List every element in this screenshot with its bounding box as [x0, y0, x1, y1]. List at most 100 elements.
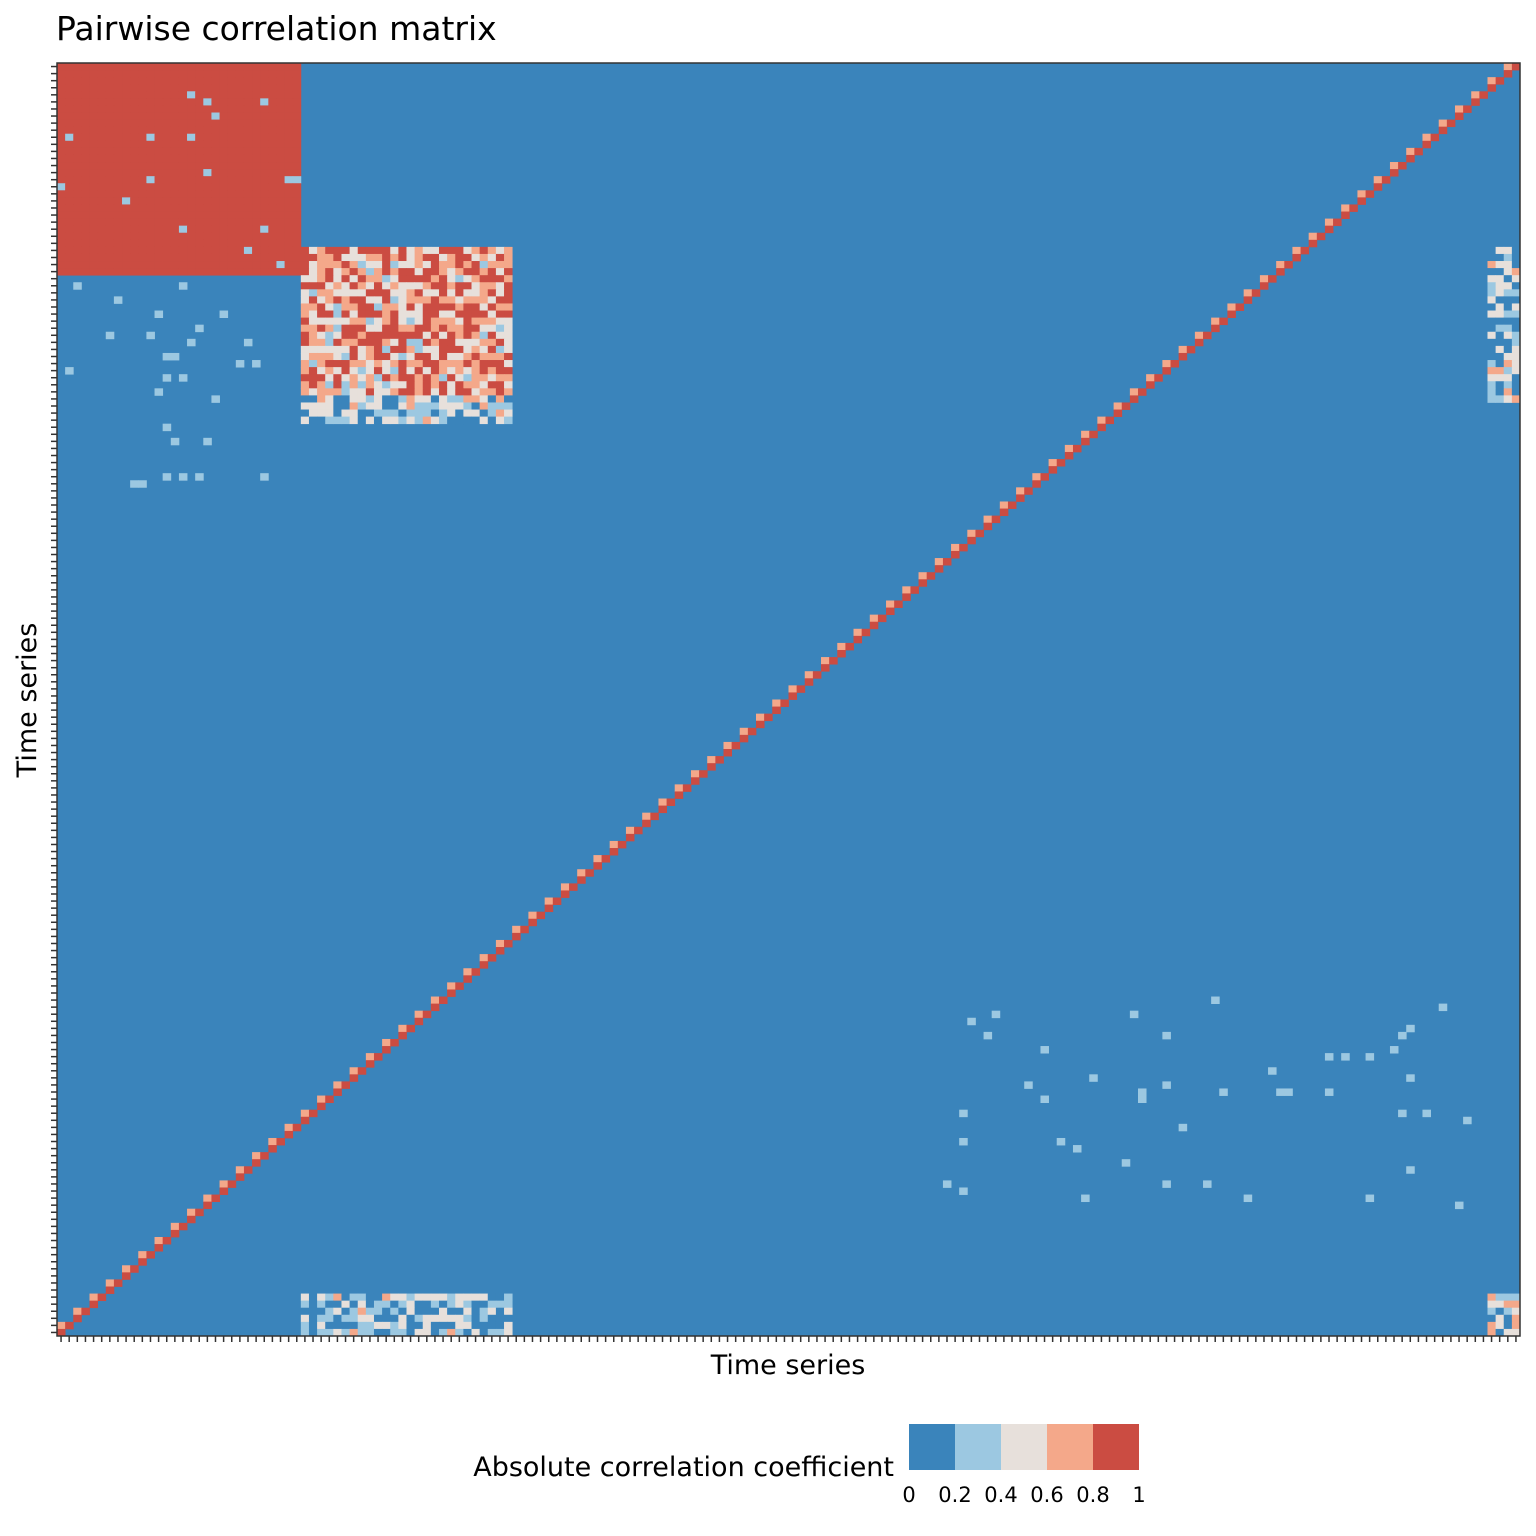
heatmap-cell — [1503, 331, 1513, 340]
heatmap-cell — [130, 126, 139, 135]
heatmap-cell — [333, 1081, 342, 1089]
heatmap-cell — [1072, 444, 1082, 453]
heatmap-cell — [1511, 261, 1521, 269]
heatmap-cell — [349, 296, 359, 304]
heatmap-cell — [447, 1314, 456, 1323]
heatmap-cell — [1495, 246, 1505, 255]
heatmap-cell — [439, 324, 448, 333]
heatmap-cell — [1137, 1095, 1147, 1104]
heatmap-cell — [390, 338, 399, 347]
heatmap-cell — [308, 409, 318, 418]
heatmap-cell — [463, 268, 472, 276]
heatmap-cell — [422, 253, 432, 262]
heatmap-cell — [455, 282, 464, 290]
heatmap-cell — [1081, 430, 1090, 439]
heatmap-cell — [1503, 282, 1513, 290]
heatmap-cell — [260, 140, 269, 149]
heatmap-cell — [162, 119, 172, 128]
heatmap-cell — [325, 374, 334, 382]
heatmap-cell — [113, 232, 123, 241]
heatmap-cell — [73, 112, 82, 120]
heatmap-cell — [495, 282, 505, 290]
heatmap-cell — [97, 268, 107, 276]
heatmap-cell — [105, 162, 115, 170]
heatmap-cell — [1341, 1053, 1350, 1061]
heatmap-cell — [203, 261, 212, 269]
heatmap-cell — [203, 190, 212, 198]
heatmap-cell — [138, 268, 147, 276]
heatmap-cell — [162, 197, 172, 205]
heatmap-cell — [243, 119, 253, 128]
heatmap-cell — [439, 1321, 448, 1330]
heatmap-cell — [308, 345, 318, 354]
heatmap-cell — [300, 1307, 310, 1316]
heatmap-cell — [178, 211, 188, 219]
heatmap-cell — [349, 289, 359, 297]
heatmap-cell — [276, 261, 285, 269]
heatmap-cell — [463, 395, 472, 403]
heatmap-cell — [463, 324, 472, 333]
heatmap-cell — [300, 402, 310, 410]
heatmap-cell — [382, 261, 391, 269]
heatmap-cell — [739, 727, 749, 736]
heatmap-cell — [373, 374, 383, 382]
heatmap-cell — [495, 395, 505, 403]
heatmap-cell — [260, 211, 269, 219]
heatmap-cell — [113, 91, 123, 99]
heatmap-cell — [577, 869, 586, 877]
heatmap-cell — [89, 133, 99, 142]
colorbar-swatch — [909, 1424, 955, 1470]
heatmap-cell — [292, 63, 302, 71]
heatmap-cell — [406, 289, 416, 297]
heatmap-cell — [430, 367, 440, 375]
heatmap-cell — [211, 98, 220, 106]
heatmap-cell — [130, 253, 139, 262]
heatmap-cell — [1511, 296, 1521, 304]
heatmap-cell — [357, 1314, 367, 1323]
heatmap-cell — [81, 232, 90, 241]
heatmap-cell — [333, 310, 342, 318]
heatmap-cell — [73, 169, 82, 177]
heatmap-cell — [292, 232, 302, 241]
heatmap-cell — [1511, 1293, 1521, 1302]
heatmap-cell — [1511, 246, 1521, 255]
heatmap-cell — [138, 133, 147, 142]
heatmap-cell — [341, 310, 350, 318]
heatmap-cell — [544, 897, 554, 905]
heatmap-cell — [235, 268, 245, 276]
heatmap-cell — [89, 218, 99, 227]
heatmap-cell — [422, 345, 432, 354]
heatmap-cell — [227, 211, 237, 219]
heatmap-cell — [349, 303, 359, 311]
heatmap-cell — [479, 275, 489, 283]
heatmap-cell — [130, 268, 139, 276]
heatmap-cell — [422, 374, 432, 382]
heatmap-cell — [122, 246, 131, 255]
heatmap-cell — [268, 70, 277, 78]
heatmap-cell — [382, 331, 391, 340]
heatmap-cell — [268, 1145, 277, 1153]
heatmap-cell — [219, 154, 229, 163]
heatmap-cell — [300, 253, 310, 262]
heatmap-cell — [284, 1123, 294, 1132]
heatmap-cell — [333, 388, 342, 396]
heatmap-cell — [487, 352, 497, 361]
heatmap-cell — [463, 1328, 472, 1337]
heatmap-cell — [308, 324, 318, 333]
heatmap-cell — [447, 268, 456, 276]
heatmap-cell — [333, 261, 342, 269]
heatmap-cell — [211, 119, 220, 128]
heatmap-cell — [487, 1300, 497, 1309]
heatmap-cell — [308, 1328, 318, 1337]
heatmap-cell — [97, 112, 107, 120]
heatmap-cell — [479, 1293, 489, 1302]
heatmap-cell — [195, 232, 204, 241]
heatmap-cell — [317, 310, 326, 318]
heatmap-cell — [471, 1314, 481, 1323]
heatmap-cell — [203, 126, 212, 135]
heatmap-cell — [390, 296, 399, 304]
heatmap-cell — [455, 324, 464, 333]
heatmap-cell — [487, 360, 497, 368]
heatmap-cell — [504, 282, 513, 290]
heatmap-cell — [276, 126, 285, 135]
